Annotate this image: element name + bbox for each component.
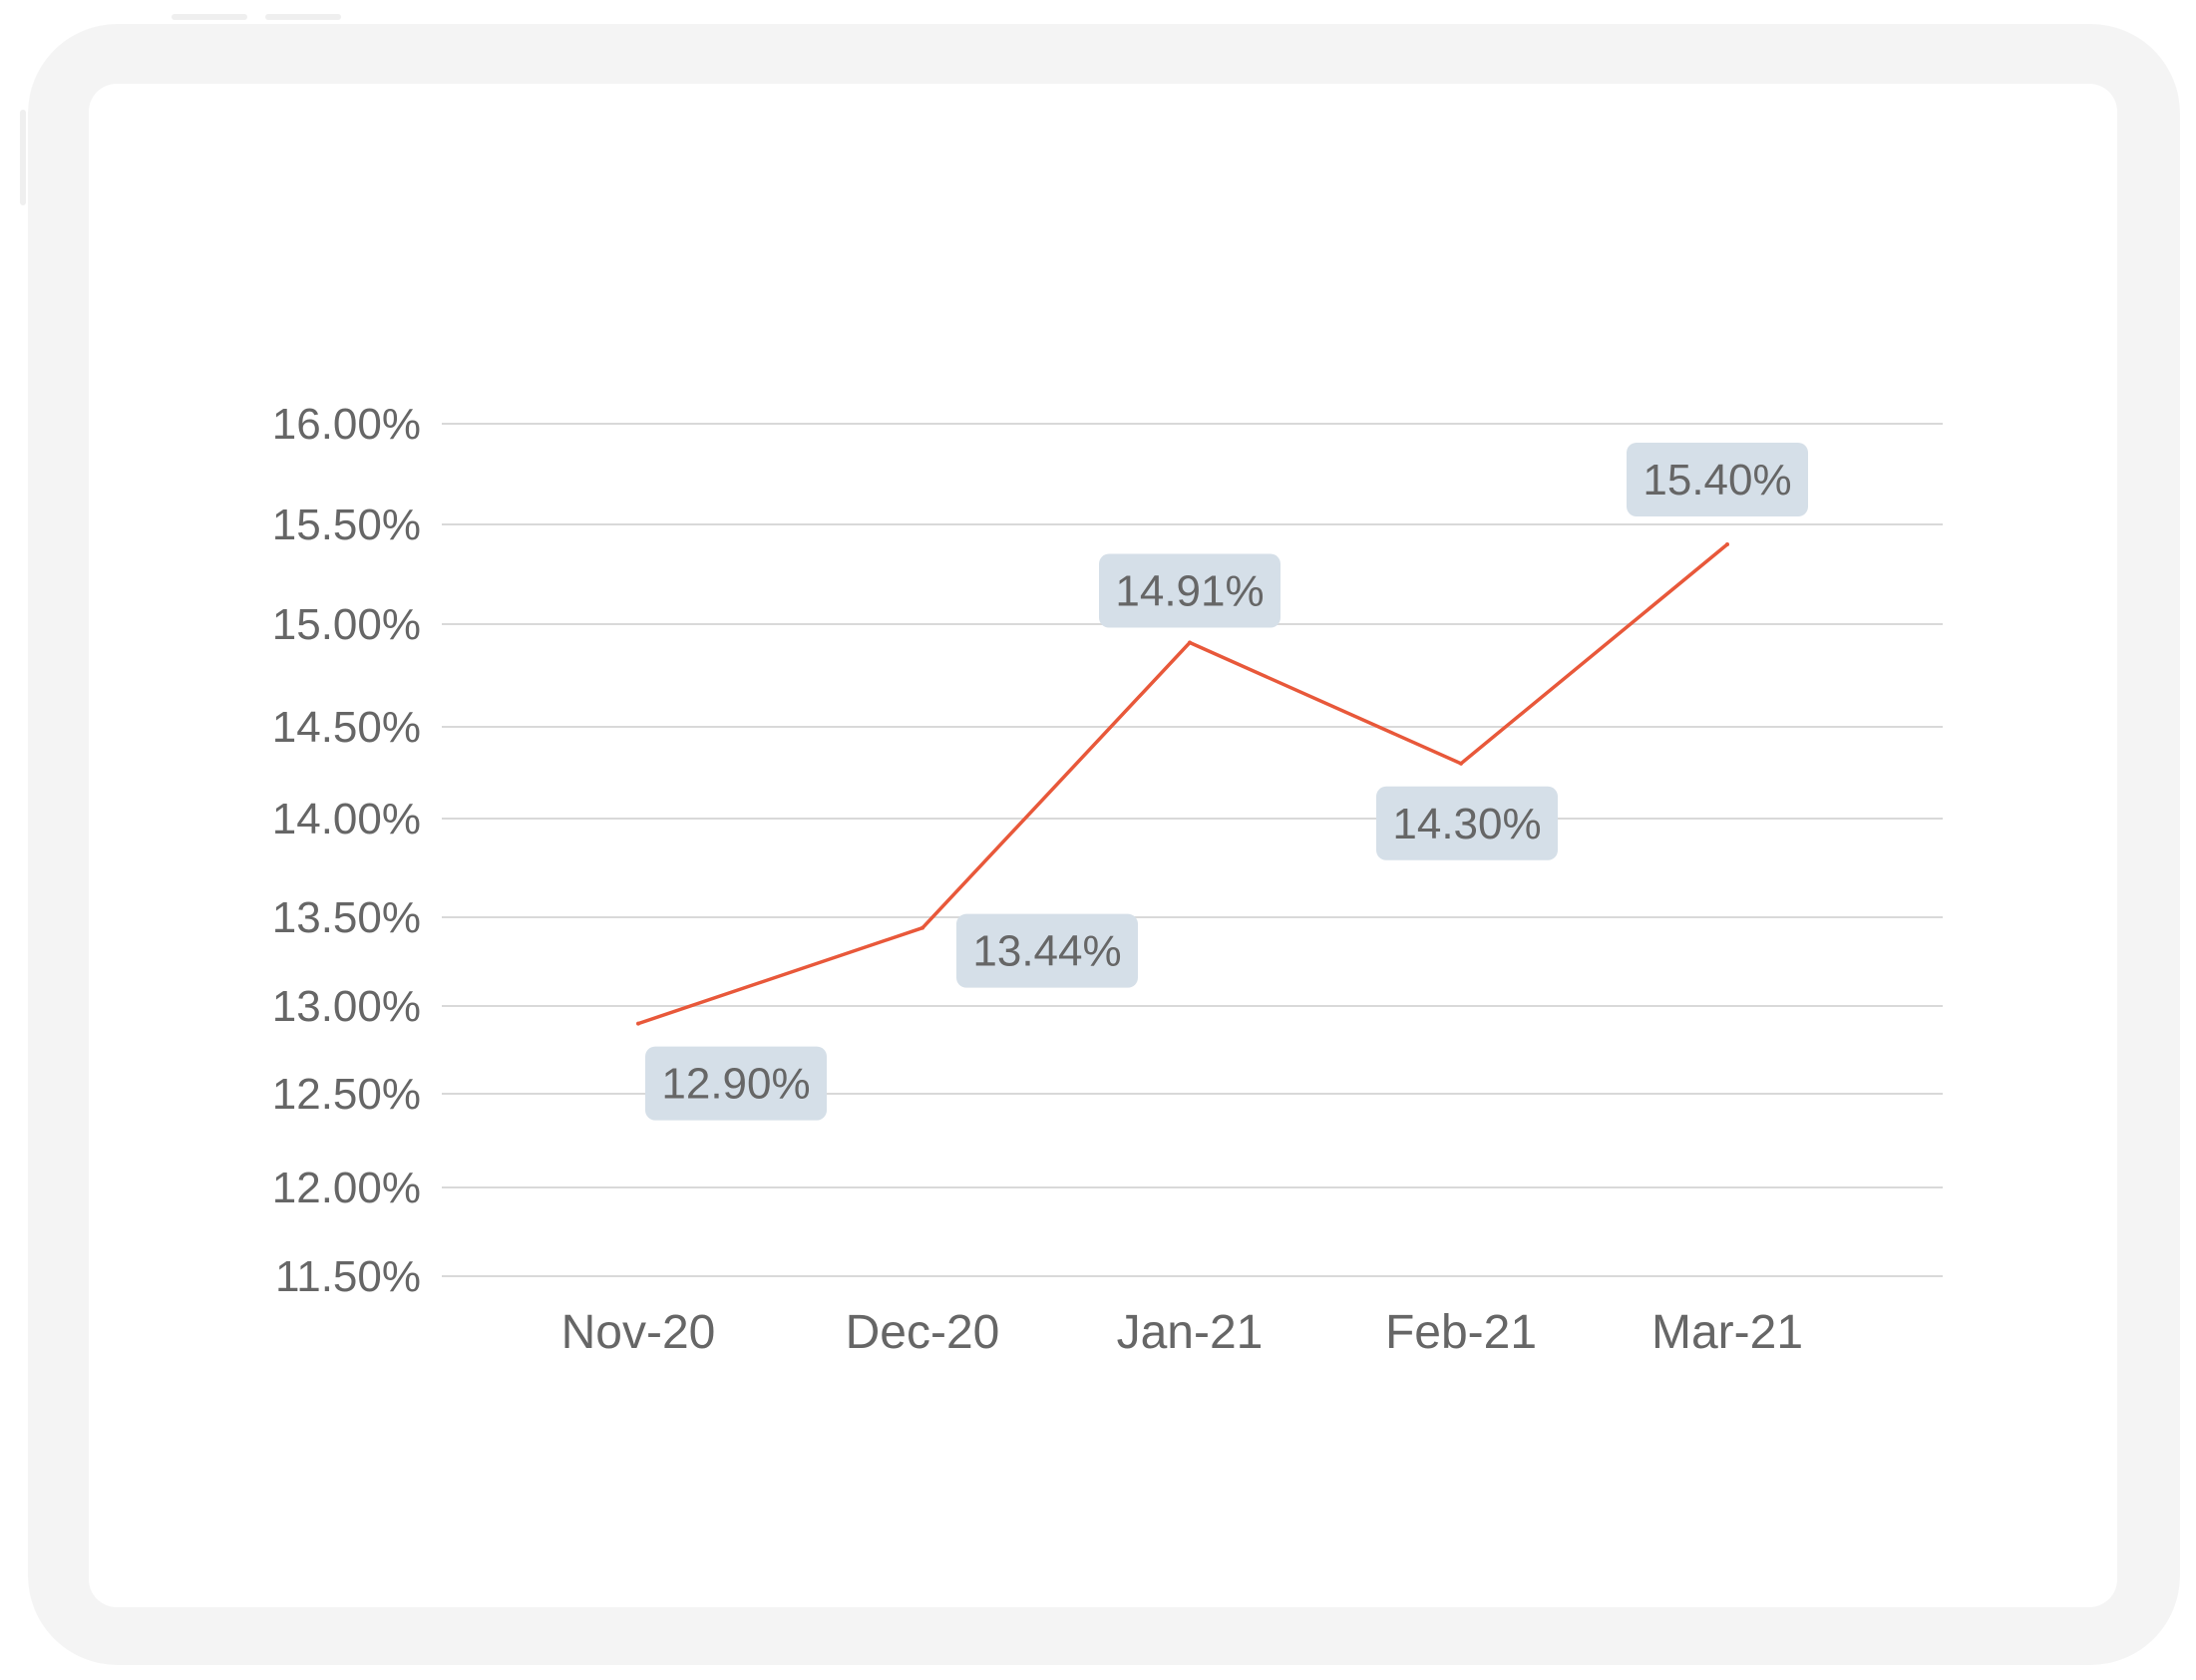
data-label: 14.91%	[1099, 553, 1281, 628]
tab-decoration	[172, 14, 247, 20]
data-label-box	[1376, 786, 1558, 860]
y-tick-label: 12.00%	[272, 1164, 421, 1212]
y-tick-label: 13.50%	[272, 893, 421, 942]
series-line-group	[636, 542, 1729, 1026]
y-tick-label: 15.00%	[272, 600, 421, 649]
tab-decoration	[265, 14, 341, 20]
y-axis-labels: 11.50% 12.00% 12.50% 13.00% 13.50% 14.00% 14.5…	[272, 400, 421, 1301]
y-tick-label: 12.50%	[272, 1070, 421, 1119]
x-category-label: Dec-20	[846, 1306, 1000, 1359]
data-label-text: 14.30%	[1392, 800, 1541, 848]
data-label-text: 14.91%	[1115, 567, 1264, 616]
x-category-label: Jan-21	[1117, 1306, 1264, 1359]
y-tick-label: 14.00%	[272, 795, 421, 843]
data-labels: 12.90% 13.44% 14.91% 14.30% 15.40%	[645, 443, 1808, 1121]
data-label-box	[1099, 553, 1281, 628]
data-point	[1725, 542, 1729, 546]
data-label-text: 13.44%	[972, 927, 1121, 976]
data-point	[920, 925, 924, 930]
x-category-label: Feb-21	[1385, 1306, 1537, 1359]
data-label: 12.90%	[645, 1046, 827, 1121]
y-tick-label: 14.50%	[272, 703, 421, 752]
data-point	[1459, 761, 1463, 766]
data-label: 13.44%	[956, 913, 1138, 988]
y-tick-label: 16.00%	[272, 400, 421, 449]
data-label: 14.30%	[1376, 786, 1558, 860]
side-decoration	[20, 110, 26, 205]
data-label-box	[956, 913, 1138, 988]
data-label-text: 12.90%	[661, 1060, 810, 1109]
y-tick-label: 13.00%	[272, 982, 421, 1031]
data-label-box	[1627, 443, 1808, 516]
data-label-box	[645, 1046, 827, 1121]
chart-card	[89, 84, 2117, 1607]
data-label: 15.40%	[1627, 443, 1808, 516]
data-point	[1188, 640, 1192, 645]
y-tick-label: 15.50%	[272, 501, 421, 549]
data-label-text: 15.40%	[1643, 456, 1791, 504]
y-tick-label: 11.50%	[275, 1252, 421, 1301]
x-category-label: Nov-20	[561, 1306, 716, 1359]
x-axis-labels: Nov-20 Dec-20 Jan-21 Feb-21 Mar-21	[561, 1306, 1803, 1359]
data-point	[636, 1021, 640, 1026]
x-category-label: Mar-21	[1651, 1306, 1803, 1359]
